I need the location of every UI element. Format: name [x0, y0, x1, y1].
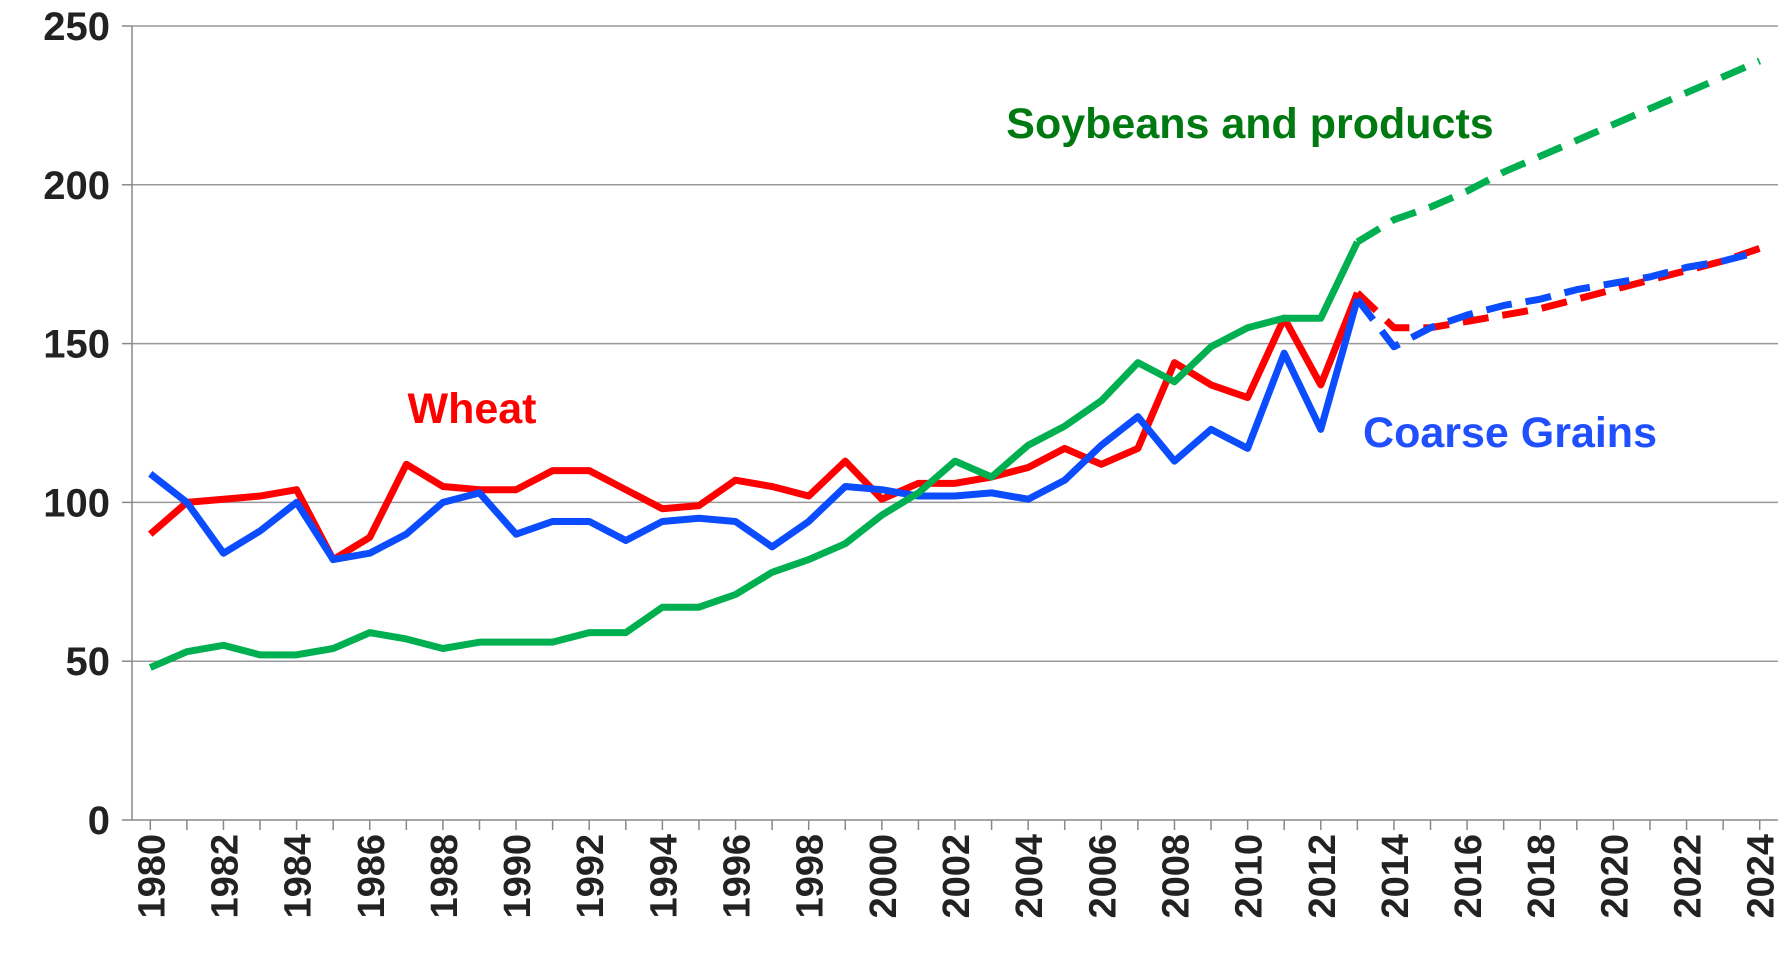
series-label: Soybeans and products — [1006, 100, 1493, 148]
x-tick-label: 2002 — [936, 834, 978, 919]
x-tick-label: 1990 — [497, 834, 539, 919]
x-tick-label: 1984 — [278, 834, 320, 919]
x-tick-label: 1996 — [717, 834, 759, 919]
y-tick-label: 200 — [43, 164, 110, 208]
x-tick-label: 2004 — [1009, 834, 1051, 919]
x-tick-label: 1986 — [351, 834, 393, 919]
series-line — [148, 240, 1361, 671]
x-tick-label: 2012 — [1302, 834, 1344, 919]
x-tick-label: 2022 — [1668, 834, 1710, 919]
projection-line — [1354, 245, 1761, 332]
x-tick-label: 1988 — [424, 834, 466, 919]
y-tick-label: 0 — [88, 799, 110, 843]
y-tick-label: 250 — [43, 5, 110, 49]
y-tick-label: 50 — [66, 640, 111, 684]
x-tick-label: 2016 — [1448, 834, 1490, 919]
series-line — [148, 298, 1361, 564]
x-tick-label: 2008 — [1155, 834, 1197, 919]
x-tick-label: 1980 — [131, 834, 173, 919]
x-tick-label: 1994 — [643, 834, 685, 919]
series-line — [147, 291, 1361, 564]
y-tick-label: 100 — [43, 481, 110, 525]
x-tick-label: 2024 — [1741, 834, 1783, 919]
series-label: Coarse Grains — [1363, 409, 1657, 457]
y-tick-label: 150 — [43, 323, 110, 367]
x-tick-label: 2006 — [1082, 834, 1124, 919]
x-tick-label: 1982 — [204, 834, 246, 919]
x-tick-label: 2000 — [863, 834, 905, 919]
x-tick-label: 1992 — [570, 834, 612, 919]
x-tick-label: 1998 — [790, 834, 832, 919]
x-tick-label: 2020 — [1594, 834, 1636, 919]
x-tick-label: 2014 — [1375, 834, 1417, 919]
projection-line — [1354, 248, 1761, 351]
projection-line — [1355, 57, 1762, 245]
x-tick-label: 2010 — [1229, 834, 1271, 919]
series-label: Wheat — [408, 385, 537, 433]
x-tick-label: 2018 — [1521, 834, 1563, 919]
